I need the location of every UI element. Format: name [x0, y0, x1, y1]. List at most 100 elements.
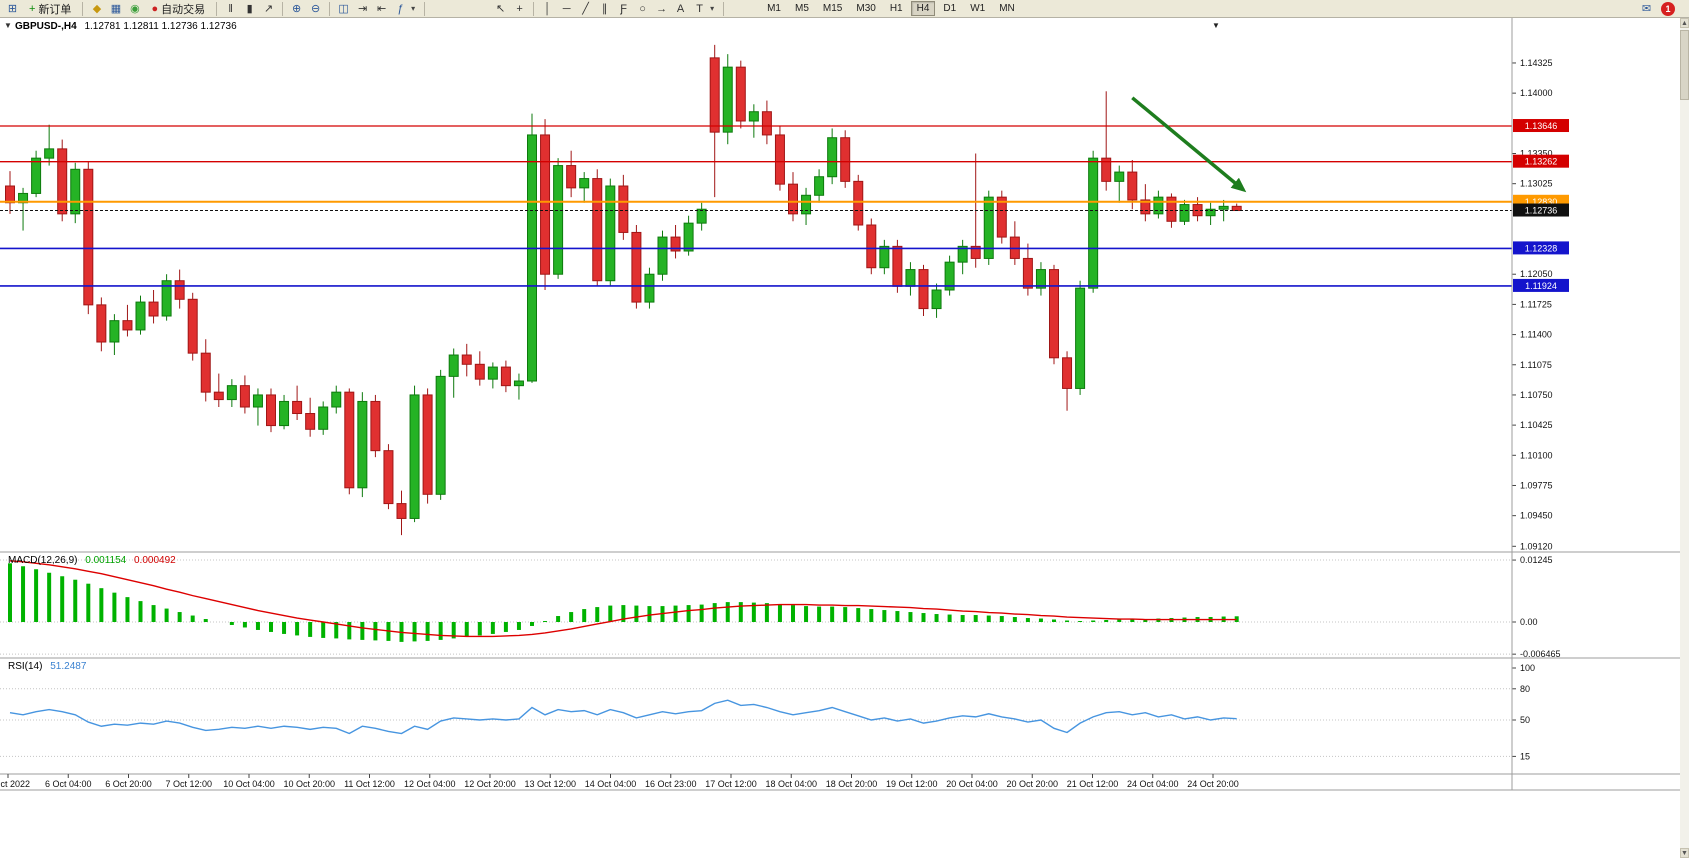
time-axis-label: 20 Oct 20:00	[1006, 779, 1058, 789]
scrollbar-thumb[interactable]	[1680, 30, 1689, 100]
market-watch-icon[interactable]: ▦	[110, 2, 122, 15]
zoom-out-icon[interactable]: ⊖	[310, 2, 321, 15]
candlestick	[1231, 205, 1242, 212]
candlestick	[422, 394, 433, 495]
toolbar-separator	[82, 1, 84, 16]
notification-badge[interactable]: 1	[1661, 1, 1675, 16]
new-order-button[interactable]: + 新订单	[23, 1, 77, 17]
auto-scroll-icon[interactable]: ⇥	[357, 2, 368, 15]
bar-chart-type-icon[interactable]: ‖	[228, 2, 233, 15]
main-toolbar: ⊞ + 新订单 ◆ ▦ ◉ ● 自动交易 ‖ ▮ ↗ ⊕ ⊖ ◫ ⇥ ⇤ ƒ ▾ ↖ + │ ─ ╱ ∥ Ƒ ○ → A T ▾ M1 M5 M…	[0, 0, 1689, 18]
candlestick	[944, 261, 955, 291]
macd-main-value: 0.001154	[85, 555, 127, 566]
candlestick	[1179, 204, 1190, 222]
candlestick	[970, 245, 981, 259]
indicators-dropdown-caret[interactable]: ▾	[411, 4, 416, 13]
indicators-icon[interactable]: ƒ	[397, 2, 404, 15]
timeframe-button-h1[interactable]: H1	[889, 3, 903, 14]
new-chart-icon[interactable]: ⊞	[7, 2, 18, 15]
time-axis-label: 13 Oct 12:00	[524, 779, 576, 789]
scroll-down-button[interactable]: ▼	[1680, 848, 1689, 858]
scroll-up-button[interactable]: ▲	[1680, 18, 1689, 28]
candlestick	[853, 180, 864, 226]
candlestick	[292, 400, 303, 415]
time-axis-label: 12 Oct 04:00	[404, 779, 456, 789]
autotrading-button[interactable]: ● 自动交易	[145, 1, 211, 17]
candlestick	[996, 196, 1007, 238]
candlestick	[592, 178, 603, 282]
candlestick	[1153, 196, 1164, 215]
candlestick	[683, 222, 694, 252]
text-icon[interactable]: A	[676, 2, 685, 15]
timeframe-button-m1[interactable]: M1	[767, 3, 781, 14]
timeframe-button-m5[interactable]: M5	[795, 3, 809, 14]
zoom-in-icon[interactable]: ⊕	[291, 2, 302, 15]
autotrading-button-label: 自动交易	[161, 3, 206, 16]
crosshair-icon[interactable]: +	[516, 2, 523, 15]
vertical-line-icon[interactable]: │	[544, 2, 552, 15]
candlestick-chart-type-icon[interactable]: ▮	[246, 2, 253, 15]
time-axis-label: 7 Oct 12:00	[165, 779, 212, 789]
messages-icon[interactable]: ✉	[1641, 2, 1652, 15]
timeframe-button-h4[interactable]: H4	[910, 1, 936, 16]
candlestick	[318, 406, 329, 430]
arrows-icon[interactable]: →	[656, 2, 668, 15]
fibonacci-icon[interactable]: Ƒ	[620, 2, 627, 15]
price-badge-label: 1.12328	[1525, 243, 1558, 253]
toolbar-right-group: ✉ 1	[1638, 1, 1685, 17]
candlestick	[396, 503, 407, 519]
chart-title: GBPUSD-,H4 1.12781 1.12811 1.12736 1.127…	[15, 21, 242, 32]
objects-dropdown-caret[interactable]: ▾	[710, 4, 715, 13]
candlestick	[500, 366, 511, 387]
cursor-icon[interactable]: ↖	[495, 2, 506, 15]
candlestick	[266, 394, 276, 427]
candlestick	[618, 185, 629, 233]
time-axis-label: 16 Oct 23:00	[645, 779, 697, 789]
rsi-axis-label: 100	[1520, 663, 1535, 673]
data-window-icon[interactable]: ◉	[130, 2, 140, 15]
macd-axis-label: 0.00	[1520, 617, 1538, 627]
price-badge	[1513, 278, 1569, 292]
candlestick	[187, 298, 198, 354]
chart-shift-icon[interactable]: ⇤	[376, 2, 387, 15]
timeframe-button-m30[interactable]: M30	[856, 3, 876, 14]
timeframe-button-mn[interactable]: MN	[999, 3, 1015, 14]
toolbar-separator	[216, 1, 218, 16]
ohlc-values-label: 1.12781 1.12811 1.12736 1.12736	[84, 21, 237, 32]
candlestick	[1140, 199, 1151, 215]
candlestick	[553, 165, 564, 275]
candlestick	[605, 185, 616, 282]
macd-axis-label: -0.006465	[1520, 649, 1561, 659]
line-chart-type-icon[interactable]: ↗	[263, 2, 274, 15]
candlestick	[1114, 171, 1125, 182]
text-label-icon[interactable]: T	[696, 2, 703, 15]
rsi-line	[9, 699, 1237, 735]
candlestick	[513, 380, 524, 387]
candlestick	[31, 157, 42, 194]
one-click-trading-arrow[interactable]: ▼	[4, 21, 12, 30]
candlestick	[983, 196, 994, 259]
price-axis-label: 1.13025	[1520, 179, 1553, 189]
trendline-icon[interactable]: ╱	[582, 2, 589, 15]
profile-icon[interactable]: ◆	[92, 2, 102, 15]
timeframe-button-m15[interactable]: M15	[822, 3, 843, 14]
timeframe-button-d1[interactable]: D1	[943, 3, 957, 14]
candlestick	[788, 183, 798, 215]
channel-icon[interactable]: ∥	[601, 2, 608, 15]
toolbar-separator	[282, 1, 284, 16]
chart-shift-marker[interactable]: ▼	[1212, 21, 1220, 30]
candlestick	[83, 168, 94, 306]
candlestick	[213, 391, 224, 401]
vertical-scrollbar[interactable]: ▲ ▼	[1680, 18, 1689, 858]
candlestick	[670, 236, 681, 252]
candlestick	[1101, 157, 1112, 182]
timeframe-button-w1[interactable]: W1	[970, 3, 986, 14]
candlestick	[148, 301, 159, 317]
shapes-icon[interactable]: ○	[639, 2, 646, 15]
candlestick	[1088, 157, 1099, 289]
trend-arrow-object[interactable]	[1131, 96, 1247, 193]
horizontal-line-icon[interactable]: ─	[562, 2, 571, 15]
price-badge-label: 1.13262	[1525, 157, 1558, 167]
tile-windows-icon[interactable]: ◫	[338, 2, 349, 15]
candlestick	[135, 301, 146, 331]
